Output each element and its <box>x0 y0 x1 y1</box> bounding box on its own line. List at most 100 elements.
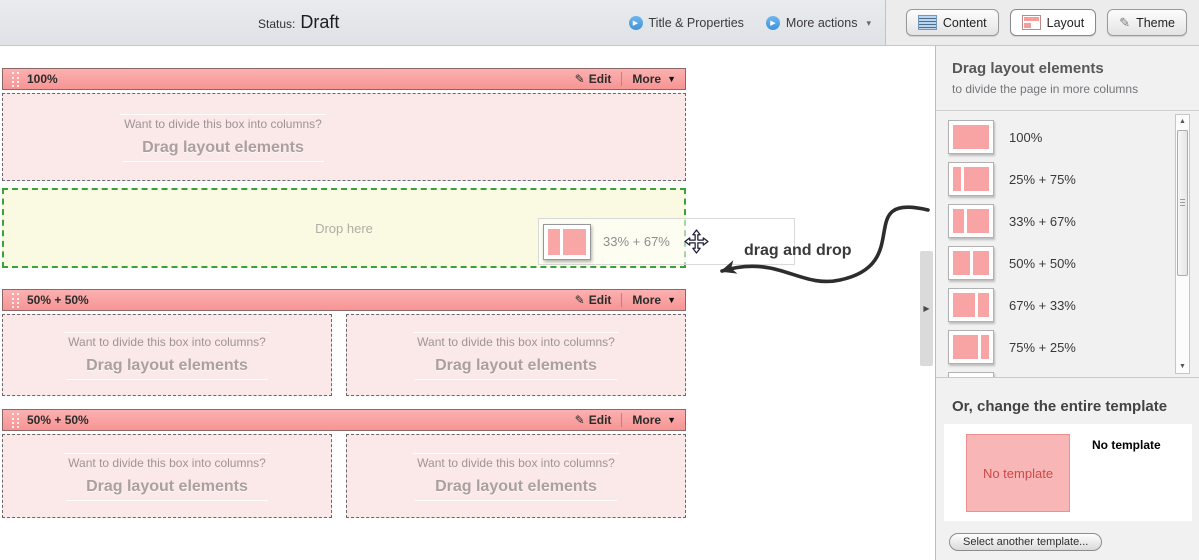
layout-thumb-33-67 <box>543 223 591 260</box>
layout-thumb-25-75 <box>948 162 994 196</box>
row-header-100[interactable]: 100% ✎ Edit More ▼ <box>2 68 686 90</box>
tab-content-label: Content <box>942 15 987 30</box>
pencil-icon: ✎ <box>574 293 585 307</box>
tab-theme[interactable]: ✎ Theme <box>1107 9 1187 36</box>
template-panel: No template No template <box>944 424 1192 521</box>
tab-theme-label: Theme <box>1136 15 1175 30</box>
hint-question: Want to divide this box into columns? <box>120 114 326 133</box>
layout-sidebar: Drag layout elements to divide the page … <box>935 46 1199 560</box>
status: Status: Draft <box>258 12 339 33</box>
layout-thumb-partial <box>948 372 994 377</box>
list-item-label: 33% + 67% <box>1009 213 1076 229</box>
topbar-actions: ▶ Title & Properties ▶ More actions ▾ <box>628 0 871 46</box>
layout-box-100[interactable]: Want to divide this box into columns? Dr… <box>2 93 686 181</box>
go-arrow-icon: ▶ <box>765 16 780 30</box>
edit-label: Edit <box>588 72 612 86</box>
sidebar-collapse-handle[interactable]: ▶ <box>920 251 933 366</box>
pencil-icon: ✎ <box>574 72 585 86</box>
hint-action: Drag layout elements <box>122 136 324 162</box>
list-item-label: 50% + 50% <box>1009 255 1076 271</box>
layout-box-50-right[interactable]: Want to divide this box into columns? Dr… <box>346 314 686 396</box>
edit-button[interactable]: ✎ Edit <box>575 72 612 86</box>
hint-question: Want to divide this box into columns? <box>64 453 270 472</box>
more-label: More <box>632 72 662 86</box>
row-header-50-50[interactable]: 50% + 50% ✎ Edit More ▼ <box>2 289 686 311</box>
ghost-label: 33% + 67% <box>603 234 670 249</box>
list-item[interactable]: 100% <box>936 116 1199 158</box>
tab-layout[interactable]: Layout <box>1009 9 1097 36</box>
more-button[interactable]: More ▼ <box>632 293 676 307</box>
hint-question: Want to divide this box into columns? <box>413 453 619 472</box>
list-item-label: 67% + 33% <box>1009 297 1076 313</box>
row-ratio-label: 50% + 50% <box>27 293 89 307</box>
drag-grip-icon[interactable] <box>12 412 19 428</box>
more-label: More <box>632 293 662 307</box>
template-section-heading: Or, change the entire template <box>952 398 1168 415</box>
drag-grip-icon[interactable] <box>12 292 19 308</box>
chevron-down-icon: ▼ <box>667 74 676 84</box>
title-properties-button[interactable]: ▶ Title & Properties <box>628 16 744 30</box>
edit-button[interactable]: ✎ Edit <box>575 413 612 427</box>
edit-label: Edit <box>588 293 612 307</box>
hint-action: Drag layout elements <box>66 354 268 380</box>
more-button[interactable]: More ▼ <box>632 72 676 86</box>
divider <box>621 413 623 427</box>
status-label: Status: <box>258 17 296 31</box>
page-canvas: 100% ✎ Edit More ▼ Want to divide this b… <box>0 46 935 560</box>
title-properties-label: Title & Properties <box>648 16 744 30</box>
layout-thumb-75-25 <box>948 330 994 364</box>
hint-action: Drag layout elements <box>415 354 617 380</box>
more-actions-label: More actions <box>785 16 858 30</box>
pencil-icon: ✎ <box>1119 15 1131 30</box>
box-hint: Want to divide this box into columns? Dr… <box>347 330 685 380</box>
edit-label: Edit <box>588 413 612 427</box>
list-item[interactable]: 67% + 33% <box>936 284 1199 326</box>
pencil-icon: ✎ <box>574 413 585 427</box>
list-item[interactable]: 50% + 50% <box>936 242 1199 284</box>
row-ratio-label: 50% + 50% <box>27 413 89 427</box>
drag-and-drop-label: drag and drop <box>744 242 852 259</box>
box-hint: Want to divide this box into columns? Dr… <box>3 451 331 501</box>
layout-icon <box>1021 15 1041 30</box>
tab-content[interactable]: Content <box>905 9 999 36</box>
list-item[interactable]: 75% + 25% <box>936 326 1199 368</box>
box-hint: Want to divide this box into columns? Dr… <box>3 112 443 162</box>
divider <box>621 72 623 86</box>
mode-tabs: Content Layout ✎ Theme <box>885 0 1199 46</box>
sidebar-subtitle: to divide the page in more columns <box>952 82 1139 96</box>
tab-layout-label: Layout <box>1046 15 1085 30</box>
template-preview[interactable]: No template <box>966 434 1070 512</box>
layout-box-50-left[interactable]: Want to divide this box into columns? Dr… <box>2 434 332 518</box>
scroll-up-icon[interactable]: ▲ <box>1179 118 1186 125</box>
list-scrollbar[interactable]: ▲ ▼ <box>1175 114 1190 374</box>
scrollbar-thumb[interactable] <box>1177 130 1188 276</box>
list-item-partial[interactable] <box>936 368 1199 377</box>
scroll-down-icon[interactable]: ▼ <box>1179 363 1186 370</box>
row-ratio-label: 100% <box>27 72 58 86</box>
layout-elements-list: 100% 25% + 75% 33% + 67% 50% + 50% 67% +… <box>936 110 1199 378</box>
row-header-50-50[interactable]: 50% + 50% ✎ Edit More ▼ <box>2 409 686 431</box>
list-item-label: 75% + 25% <box>1009 339 1076 355</box>
topbar: Status: Draft ▶ Title & Properties ▶ More… <box>0 0 885 46</box>
select-template-button[interactable]: Select another template... <box>949 533 1103 551</box>
list-item-label: 25% + 75% <box>1009 171 1076 187</box>
drag-grip-icon[interactable] <box>12 71 19 87</box>
list-item[interactable]: 33% + 67% <box>936 200 1199 242</box>
more-button[interactable]: More ▼ <box>632 413 676 427</box>
edit-button[interactable]: ✎ Edit <box>575 293 612 307</box>
list-item[interactable]: 25% + 75% <box>936 158 1199 200</box>
layout-box-50-right[interactable]: Want to divide this box into columns? Dr… <box>346 434 686 518</box>
content-icon <box>917 15 937 30</box>
box-hint: Want to divide this box into columns? Dr… <box>3 330 331 380</box>
hint-action: Drag layout elements <box>66 475 268 501</box>
more-actions-button[interactable]: ▶ More actions ▾ <box>765 16 871 30</box>
hint-question: Want to divide this box into columns? <box>64 332 270 351</box>
chevron-down-icon: ▼ <box>667 415 676 425</box>
layout-box-50-left[interactable]: Want to divide this box into columns? Dr… <box>2 314 332 396</box>
more-label: More <box>632 413 662 427</box>
chevron-down-icon: ▼ <box>667 295 676 305</box>
sidebar-title: Drag layout elements <box>952 60 1104 77</box>
chevron-down-icon: ▾ <box>866 17 871 28</box>
divider <box>621 293 623 307</box>
